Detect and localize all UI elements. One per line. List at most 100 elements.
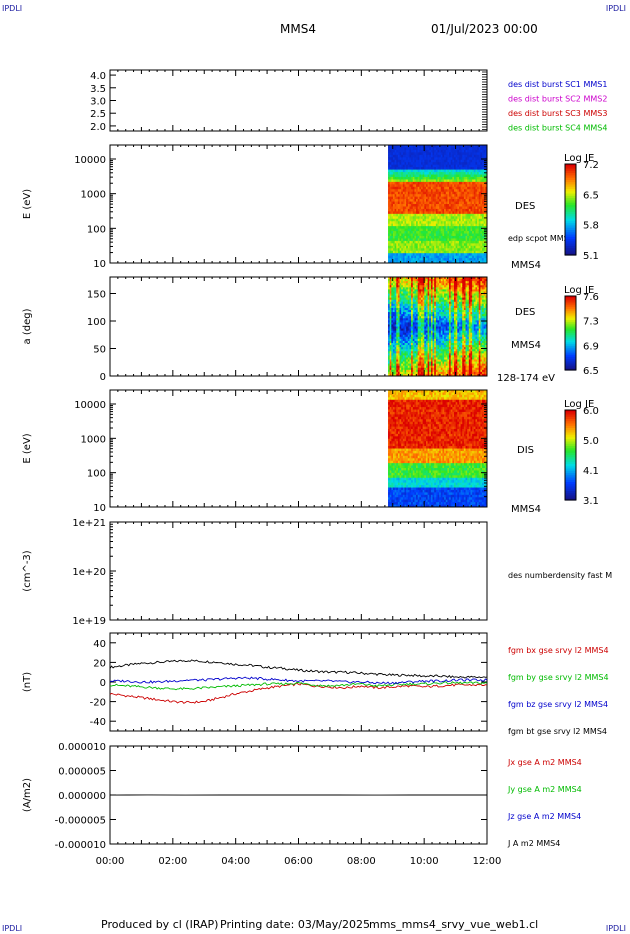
des-energy-cbar-cell <box>565 241 576 245</box>
des-pitch-heat-cell <box>437 293 440 297</box>
des-energy-heat-cell <box>409 243 412 247</box>
des-pitch-heat-cell <box>427 355 430 358</box>
des-energy-heat-cell <box>454 154 457 158</box>
des-energy-heat-cell <box>439 191 442 195</box>
des-energy-heat-cell <box>439 199 442 203</box>
des-pitch-heat-cell <box>427 279 430 282</box>
des-pitch-heat-cell <box>397 295 401 299</box>
des-energy-heat-cell <box>424 231 427 234</box>
des-pitch-heat-cell <box>435 351 439 354</box>
des-energy-heat-cell <box>470 147 473 151</box>
des-energy-heat-cell <box>388 189 391 193</box>
des-energy-heat-cell <box>450 172 453 175</box>
des-pitch-heat-cell <box>447 320 450 323</box>
des-pitch-heat-cell <box>435 359 439 363</box>
des-pitch-heat-cell <box>425 361 429 365</box>
des-pitch-heat-cell <box>404 291 407 294</box>
des-pitch-heat-cell <box>404 293 407 297</box>
des-energy-heat-cell <box>399 169 402 173</box>
des-energy-heat-cell <box>399 231 402 234</box>
des-energy-heat-cell <box>401 248 404 252</box>
des-energy-heat-cell <box>406 174 409 178</box>
des-energy-heat-cell <box>485 260 488 264</box>
des-pitch-heat-cell <box>445 326 448 330</box>
des-energy-heat-cell <box>432 206 435 210</box>
des-energy-heat-cell <box>478 201 481 205</box>
des-energy-heat-cell <box>439 248 442 252</box>
des-energy-heat-cell <box>458 231 462 234</box>
des-pitch-heat-cell <box>412 305 415 309</box>
des-pitch-heat-cell <box>447 322 450 325</box>
des-pitch-heat-cell <box>409 332 412 336</box>
des-energy-cbar-cell <box>565 227 576 231</box>
des-pitch-heat-cell <box>401 334 404 338</box>
des-energy-heat-cell <box>465 189 468 193</box>
des-energy-heat-cell <box>411 189 414 193</box>
des-energy-heat-cell <box>417 169 420 173</box>
des-pitch-heat-cell <box>434 334 437 338</box>
des-pitch-heat-cell <box>417 318 420 321</box>
des-energy-heat-cell <box>482 189 485 193</box>
des-energy-heat-cell <box>402 223 406 227</box>
des-energy-heat-cell <box>460 228 463 232</box>
des-energy-heat-cell <box>416 243 419 247</box>
des-energy-heat-cell <box>422 223 425 227</box>
des-energy-heat-cell <box>458 240 462 244</box>
des-pitch-heat-cell <box>402 338 406 342</box>
des-energy-heat-cell <box>483 184 486 188</box>
des-pitch-heat-cell <box>412 283 415 286</box>
des-pitch-heat-cell <box>391 303 394 307</box>
des-energy-heat-cell <box>407 159 410 163</box>
des-energy-heat-cell <box>414 240 417 244</box>
des-pitch-heat-cell <box>430 303 434 307</box>
des-energy-heat-cell <box>392 243 396 247</box>
des-energy-heat-cell <box>482 176 485 180</box>
des-energy-heat-cell <box>396 167 399 171</box>
des-energy-heat-cell <box>391 248 394 252</box>
des-energy-heat-cell <box>465 240 468 244</box>
des-energy-heat-cell <box>388 204 391 207</box>
des-energy-heat-cell <box>422 231 425 234</box>
des-pitch-heat-cell <box>396 343 399 346</box>
des-energy-heat-cell <box>455 181 458 185</box>
des-pitch-heat-cell <box>432 367 435 371</box>
des-energy-heat-cell <box>483 174 486 178</box>
des-energy-heat-cell <box>440 179 443 183</box>
des-pitch-heat-cell <box>409 285 412 288</box>
des-pitch-heat-cell <box>412 332 415 336</box>
des-pitch-heat-cell <box>417 332 420 336</box>
des-energy-heat-cell <box>432 172 435 175</box>
des-energy-heat-cell <box>445 240 448 244</box>
des-energy-heat-cell <box>447 223 450 227</box>
des-energy-heat-cell <box>475 184 478 188</box>
des-energy-heat-cell <box>450 186 453 190</box>
des-pitch-heat-cell <box>394 347 397 350</box>
des-energy-heat-cell <box>467 248 470 252</box>
des-energy-heat-cell <box>399 226 402 230</box>
des-pitch-heat-cell <box>445 361 448 365</box>
des-energy-heat-cell <box>463 164 467 168</box>
des-pitch-heat-cell <box>401 353 404 356</box>
des-energy-heat-cell <box>409 149 412 153</box>
des-energy-heat-cell <box>425 245 429 249</box>
des-energy-heat-cell <box>409 245 412 249</box>
des-energy-heat-cell <box>460 216 463 220</box>
des-energy-heat-cell <box>454 243 457 247</box>
des-energy-heat-cell <box>460 226 463 230</box>
des-energy-heat-cell <box>396 221 399 225</box>
des-pitch-heat-cell <box>422 301 425 305</box>
des-energy-heat-cell <box>454 253 457 257</box>
des-pitch-heat-cell <box>397 324 401 327</box>
des-pitch-heat-cell <box>388 345 391 348</box>
des-energy-heat-cell <box>468 152 472 156</box>
des-pitch-heat-cell <box>404 332 407 336</box>
des-energy-heat-cell <box>449 194 452 198</box>
des-pitch-heat-cell <box>416 367 419 371</box>
des-pitch-heat-cell <box>442 310 445 313</box>
des-pitch-heat-cell <box>399 283 402 286</box>
des-energy-heat-cell <box>450 152 453 156</box>
des-energy-heat-cell <box>440 186 443 190</box>
des-energy-heat-cell <box>402 186 406 190</box>
des-energy-heat-cell <box>442 194 445 198</box>
des-energy-heat-cell <box>392 228 396 232</box>
